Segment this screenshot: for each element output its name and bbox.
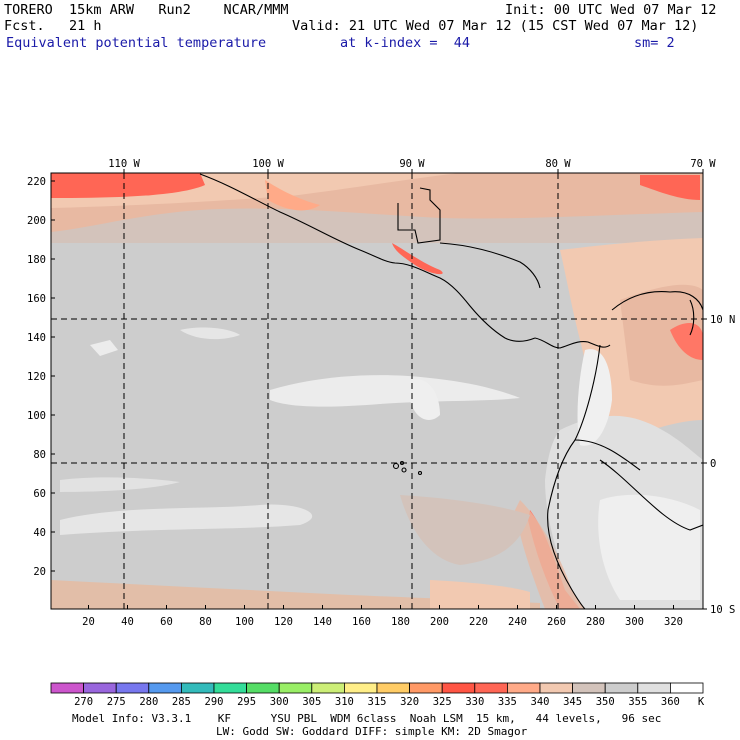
lon-label: 100 W xyxy=(252,158,284,170)
x-tick-label: 140 xyxy=(313,616,332,628)
y-tick-label: 140 xyxy=(27,332,46,344)
colorbar-swatch xyxy=(180,682,215,694)
colorbar-swatch xyxy=(506,682,541,694)
colorbar-unit: K xyxy=(698,696,705,708)
y-tick-label: 40 xyxy=(33,527,46,539)
colorbar-label: 330 xyxy=(465,696,484,708)
x-tick-label: 60 xyxy=(160,616,173,628)
graticule xyxy=(51,173,703,609)
colorbar-label: 360 xyxy=(661,696,680,708)
y-tick-label: 100 xyxy=(27,410,46,422)
field-name: Equivalent potential temperature xyxy=(6,35,267,51)
colorbar-swatch xyxy=(148,682,182,694)
colorbar-label: 305 xyxy=(302,696,321,708)
colorbar-swatch xyxy=(50,682,84,694)
y-tick-label: 80 xyxy=(33,449,46,461)
lat-label: 0 xyxy=(710,458,716,470)
y-tick-label: 60 xyxy=(33,488,46,500)
colorbar-swatch xyxy=(441,682,476,694)
colorbar-swatch xyxy=(83,682,117,694)
x-tick-label: 280 xyxy=(586,616,605,628)
colorbar-label: 340 xyxy=(531,696,550,708)
colorbar-label: 315 xyxy=(368,696,387,708)
x-tick-label: 320 xyxy=(664,616,683,628)
x-tick-label: 160 xyxy=(352,616,371,628)
lon-label: 80 W xyxy=(545,158,571,170)
colorbar-swatch xyxy=(572,682,606,694)
colorbar-label: 325 xyxy=(433,696,452,708)
x-tick-label: 40 xyxy=(121,616,134,628)
colorbar-label: 345 xyxy=(563,696,582,708)
colorbar-label: 310 xyxy=(335,696,354,708)
colorbar-label: 275 xyxy=(107,696,126,708)
y-tick-label: 20 xyxy=(33,566,46,578)
colorbar-swatch xyxy=(539,682,573,694)
y-tick-label: 200 xyxy=(27,215,46,227)
theta-e-field xyxy=(51,173,703,609)
lat-label: 10 N xyxy=(710,314,735,326)
colorbar-swatch xyxy=(409,682,443,694)
colorbar-swatch xyxy=(311,682,345,694)
colorbar-label: 290 xyxy=(205,696,224,708)
axis-ticks: 110 W 100 W 90 W 80 W 70 W 10 N 0 10 S 220 200 180… xyxy=(27,158,735,628)
x-tick-label: 260 xyxy=(547,616,566,628)
level-index: at k-index = 44 xyxy=(340,35,471,51)
colorbar-label: 350 xyxy=(596,696,615,708)
colorbar-label: 285 xyxy=(172,696,191,708)
map-frame xyxy=(50,172,704,610)
x-tick-label: 100 xyxy=(235,616,254,628)
run-title: TORERO 15km ARW Run2 NCAR/MMM xyxy=(4,2,289,18)
colorbar-label: 270 xyxy=(74,696,93,708)
x-tick-label: 220 xyxy=(469,616,488,628)
colorbar-swatch xyxy=(637,682,671,694)
x-tick-label: 20 xyxy=(82,616,95,628)
x-tick-label: 180 xyxy=(391,616,410,628)
y-tick-label: 120 xyxy=(27,371,46,383)
coastlines xyxy=(199,173,703,609)
lon-label: 110 W xyxy=(108,158,140,170)
colorbar-label: 280 xyxy=(139,696,158,708)
lon-label: 70 W xyxy=(690,158,716,170)
colorbar-label: 300 xyxy=(270,696,289,708)
forecast-hour: Fcst. 21 h xyxy=(4,18,102,34)
y-tick-label: 180 xyxy=(27,254,46,266)
x-tick-label: 240 xyxy=(508,616,527,628)
colorbar-label: 295 xyxy=(237,696,256,708)
physics-info: LW: Godd SW: Goddard DIFF: simple KM: 2D… xyxy=(216,725,528,738)
colorbar-swatch xyxy=(604,682,639,694)
colorbar-swatch xyxy=(246,682,280,694)
colorbar-label: 335 xyxy=(498,696,517,708)
x-tick-label: 120 xyxy=(274,616,293,628)
y-tick-label: 160 xyxy=(27,293,46,305)
lon-label: 90 W xyxy=(399,158,425,170)
colorbar-swatch xyxy=(115,682,150,694)
colorbar-swatch xyxy=(670,682,704,694)
colorbar-swatch xyxy=(213,682,247,694)
x-tick-label: 80 xyxy=(199,616,212,628)
colorbar-label: 320 xyxy=(400,696,419,708)
colorbar-swatch xyxy=(376,682,410,694)
lat-label: 10 S xyxy=(710,604,735,616)
model-info: Model Info: V3.3.1 KF YSU PBL WDM 6class… xyxy=(72,712,662,725)
init-time: Init: 00 UTC Wed 07 Mar 12 xyxy=(505,2,717,18)
colorbar-swatch xyxy=(474,682,508,694)
colorbar: 270 275 280 285 290 295 300 305 310 315 320 325 330 3… xyxy=(50,682,705,708)
x-tick-label: 200 xyxy=(430,616,449,628)
colorbar-swatch xyxy=(278,682,313,694)
y-tick-label: 220 xyxy=(27,176,46,188)
valid-time: Valid: 21 UTC Wed 07 Mar 12 (15 CST Wed … xyxy=(292,18,699,34)
colorbar-swatch xyxy=(343,682,378,694)
smoothing-level: sm= 2 xyxy=(634,35,675,51)
colorbar-label: 355 xyxy=(628,696,647,708)
x-tick-label: 300 xyxy=(625,616,644,628)
